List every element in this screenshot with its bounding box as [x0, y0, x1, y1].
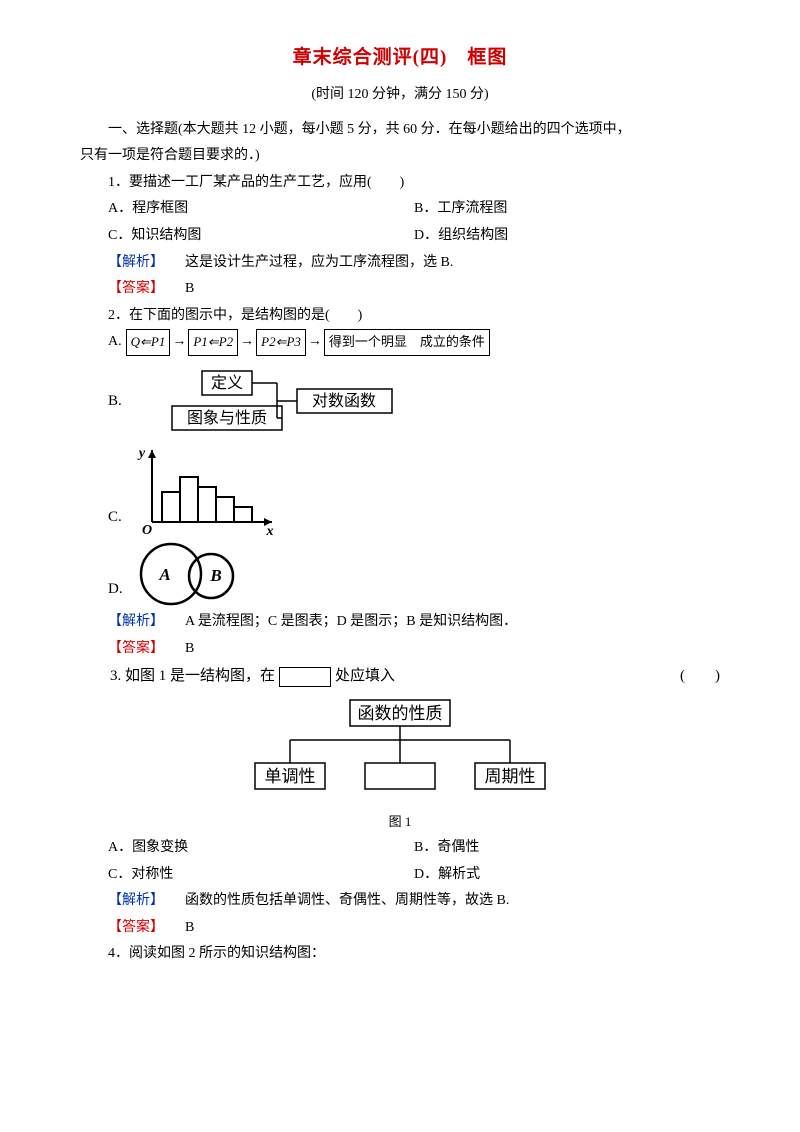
q2-b-log: 对数函数: [312, 392, 376, 410]
q2-a-prefix: A.: [108, 329, 122, 356]
q3-left: 单调性: [265, 767, 316, 786]
q3-opt-d: D．解析式: [414, 862, 720, 889]
answer-label: 【答案】: [108, 641, 164, 656]
q2-b-def: 定义: [211, 374, 243, 392]
q1-stem: 1．要描述一工厂某产品的生产工艺，应用( ): [80, 170, 720, 197]
svg-text:x: x: [265, 524, 273, 537]
q3-analysis-row: 【解析】 函数的性质包括单调性、奇偶性、周期性等，故选 B.: [80, 888, 720, 915]
q2-b-diagram: 定义 图象与性质 对数函数: [132, 366, 402, 436]
q1-analysis-row: 【解析】 这是设计生产过程，应为工序流程图，选 B.: [80, 250, 720, 277]
q2-answer: B: [185, 641, 194, 656]
q3-stem-pre: 3. 如图 1 是一结构图，在: [110, 662, 275, 691]
q3-root: 函数的性质: [358, 704, 443, 723]
page-subtitle: (时间 120 分钟，满分 150 分): [80, 82, 720, 109]
q1-opt-a: A．程序框图: [108, 196, 414, 223]
answer-label: 【答案】: [108, 281, 164, 296]
arrow-icon: →: [240, 329, 254, 356]
q3-row2: C．对称性 D．解析式: [108, 862, 720, 889]
q2-d-venn: A B: [133, 539, 253, 609]
q3-right: 周期性: [485, 767, 536, 786]
q1-answer-row: 【答案】 B: [80, 276, 720, 303]
page-root: 章末综合测评(四) 框图 (时间 120 分钟，满分 150 分) 一、选择题(…: [0, 0, 800, 988]
q1-answer: B: [185, 281, 194, 296]
q4-stem: 4．阅读如图 2 所示的知识结构图：: [80, 941, 720, 968]
q3-diagram: 函数的性质 单调性 周期性: [240, 695, 560, 800]
q2-a-box1: Q⇐P1: [126, 329, 171, 356]
q2-b-prefix: B.: [108, 387, 122, 416]
q1-analysis-text: 这是设计生产过程，应为工序流程图，选 B.: [185, 255, 453, 270]
q2-c-prefix: C.: [108, 503, 122, 532]
q2-b-img: 图象与性质: [187, 409, 267, 427]
section-intro-line1: 一、选择题(本大题共 12 小题，每小题 5 分，共 60 分．在每小题给出的四…: [80, 117, 720, 144]
q1-row1: A．程序框图 B．工序流程图: [108, 196, 720, 223]
q1-opt-c: C．知识结构图: [108, 223, 414, 250]
answer-label: 【答案】: [108, 920, 164, 935]
venn-a: A: [158, 565, 170, 584]
q2-c-chart: O x y: [132, 442, 282, 537]
q3-stem-row: 3. 如图 1 是一结构图，在 处应填入 ( ): [110, 662, 720, 691]
q3-opt-a: A．图象变换: [108, 835, 414, 862]
q3-stem-post: 处应填入: [335, 662, 395, 691]
q2-stem: 2．在下面的图示中，是结构图的是( ): [80, 303, 720, 330]
q1-opt-b: B．工序流程图: [414, 196, 720, 223]
q3-analysis-text: 函数的性质包括单调性、奇偶性、周期性等，故选 B.: [185, 893, 509, 908]
analysis-label: 【解析】: [108, 614, 164, 629]
q2-analysis-row: 【解析】 A 是流程图；C 是图表；D 是图示；B 是知识结构图．: [80, 609, 720, 636]
q2-opt-c: C. O x y: [108, 442, 720, 537]
q2-a-box3: P2⇐P3: [256, 329, 306, 356]
analysis-label: 【解析】: [108, 893, 164, 908]
blank-box-icon: [279, 667, 331, 687]
q2-opt-d: D. A B: [108, 539, 720, 609]
svg-text:y: y: [137, 446, 146, 461]
q3-answer-row: 【答案】 B: [80, 915, 720, 942]
analysis-label: 【解析】: [108, 255, 164, 270]
q2-opt-a: A. Q⇐P1 → P1⇐P2 → P2⇐P3 → 得到一个明显 成立的条件: [108, 329, 720, 356]
q3-opt-c: C．对称性: [108, 862, 414, 889]
q3-answer: B: [185, 920, 194, 935]
page-title: 章末综合测评(四) 框图: [80, 40, 720, 76]
q3-opt-b: B．奇偶性: [414, 835, 720, 862]
arrow-icon: →: [172, 329, 186, 356]
q2-opt-b: B. 定义 图象与性质 对数函数: [108, 366, 720, 436]
q3-row1: A．图象变换 B．奇偶性: [108, 835, 720, 862]
venn-b: B: [209, 566, 221, 585]
q2-a-box2: P1⇐P2: [188, 329, 238, 356]
q2-a-box4: 得到一个明显 成立的条件: [324, 329, 490, 356]
q3-diagram-wrap: 函数的性质 单调性 周期性 图 1: [80, 695, 720, 835]
section-intro-line2: 只有一项是符合题目要求的．): [80, 143, 720, 170]
q3-stem-paren: ( ): [680, 662, 720, 691]
q3-figcap: 图 1: [80, 810, 720, 835]
q1-opt-d: D．组织结构图: [414, 223, 720, 250]
svg-text:O: O: [142, 523, 152, 537]
q2-answer-row: 【答案】 B: [80, 636, 720, 663]
q2-analysis-text: A 是流程图；C 是图表；D 是图示；B 是知识结构图．: [185, 614, 517, 629]
arrow-icon: →: [308, 329, 322, 356]
q2-d-prefix: D.: [108, 575, 123, 604]
q1-row2: C．知识结构图 D．组织结构图: [108, 223, 720, 250]
